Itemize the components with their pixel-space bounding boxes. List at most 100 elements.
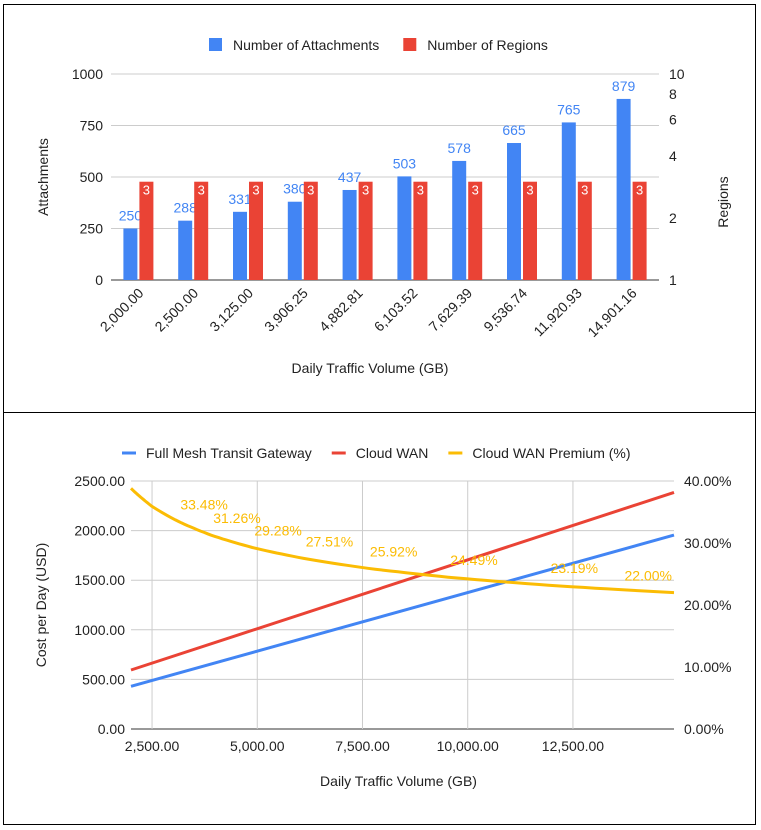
x-axis-title: Daily Traffic Volume (GB): [292, 360, 449, 376]
y-tick-label: 0: [95, 272, 103, 288]
series-line-3: [129, 487, 675, 595]
x-tick-label: 3,125.00: [206, 285, 256, 335]
data-label-regions: 3: [143, 183, 150, 198]
data-label-attachments: 437: [338, 169, 362, 185]
bar-attachments: [561, 122, 576, 280]
y-tick-label: 1500.00: [74, 572, 125, 588]
y-right-tick-label: 6: [669, 112, 677, 128]
y-tick-label: 0.00: [98, 721, 125, 737]
data-label-premium: 27.51%: [306, 533, 353, 549]
bar-regions: [577, 181, 592, 280]
bar-attachments: [342, 189, 357, 280]
x-tick-label: 9,536.74: [480, 285, 530, 335]
series-line-2: [130, 490, 675, 672]
y-right-tick-label: 4: [669, 148, 677, 164]
series-line-1: [130, 533, 675, 688]
bar-regions: [468, 181, 483, 280]
data-label-premium: 31.26%: [213, 510, 260, 526]
data-label-premium: 22.00%: [625, 568, 672, 584]
bar-attachments: [507, 143, 521, 280]
x-tick-label: 6,103.52: [371, 285, 421, 335]
x-tick-label: 4,882.81: [316, 285, 366, 335]
data-label-premium: 33.48%: [180, 496, 227, 512]
data-label-premium: 29.28%: [254, 522, 301, 538]
attachments-regions-bar-chart: Number of Attachments Number of Regions02…: [35, 37, 731, 376]
x-tick-label: 11,920.93: [530, 285, 585, 340]
cost-comparison-line-chart: Full Mesh Transit Gateway Cloud WAN Cloud …: [33, 445, 731, 789]
legend-swatch-2: [403, 38, 417, 51]
y-right-tick-label: 20.00%: [684, 597, 731, 613]
y-tick-label: 2500.00: [74, 473, 125, 489]
data-label-premium: 24.49%: [450, 552, 497, 568]
x-tick-label: 5,000.00: [230, 738, 285, 754]
y-tick-label: 1000: [72, 66, 103, 82]
data-label-premium: 23.19%: [551, 560, 598, 576]
legend-label-1: Full Mesh Transit Gateway: [146, 445, 312, 461]
cost-comparison-chart-panel: Full Mesh Transit Gateway Cloud WAN Cloud …: [3, 412, 756, 825]
x-tick-label: 10,000.00: [437, 738, 499, 754]
data-label-attachments: 578: [448, 140, 472, 156]
legend-label-2: Cloud WAN: [356, 445, 429, 461]
legend-label-3: Cloud WAN Premium (%): [472, 445, 630, 461]
data-label-regions: 3: [581, 183, 588, 198]
bar-attachments: [233, 211, 247, 280]
data-label-regions: 3: [198, 183, 205, 198]
bar-attachments: [616, 98, 631, 281]
y-tick-label: 1000.00: [74, 622, 125, 638]
x-tick-label: 7,500.00: [335, 738, 390, 754]
y-right-tick-label: 10: [669, 66, 685, 82]
data-label-regions: 3: [472, 183, 479, 198]
y-right-axis-title: Regions: [715, 176, 731, 227]
y-axis-title: Attachments: [35, 138, 51, 216]
data-label-regions: 3: [252, 183, 259, 198]
y-tick-label: 2000.00: [74, 523, 125, 539]
bar-attachments: [452, 160, 467, 280]
x-tick-label: 2,500.00: [151, 285, 201, 335]
legend-label-2: Number of Regions: [427, 37, 548, 53]
x-tick-label: 7,629.39: [425, 285, 475, 335]
y-axis-title: Cost per Day (USD): [33, 543, 49, 667]
bar-attachments: [397, 176, 412, 280]
x-tick-label: 2,500.00: [125, 738, 180, 754]
bar-attachments: [123, 228, 138, 280]
data-label-regions: 3: [362, 183, 369, 198]
bar-attachments: [287, 201, 302, 280]
data-label-attachments: 380: [283, 181, 307, 197]
bar-regions: [249, 181, 263, 280]
y-tick-label: 750: [80, 118, 104, 134]
bar-regions: [632, 181, 647, 280]
y-right-tick-label: 40.00%: [684, 473, 731, 489]
data-label-regions: 3: [636, 183, 643, 198]
x-axis-title: Daily Traffic Volume (GB): [320, 773, 477, 789]
bar-regions: [139, 181, 154, 280]
y-right-tick-label: 10.00%: [684, 659, 731, 675]
legend-swatch-1: [209, 38, 222, 51]
data-label-premium: 25.92%: [370, 543, 417, 559]
attachments-regions-chart-panel: Number of Attachments Number of Regions 0 2…: [3, 4, 756, 413]
data-label-attachments: 503: [393, 155, 417, 171]
data-label-attachments: 331: [228, 191, 252, 207]
bar-regions: [303, 181, 318, 280]
data-label-regions: 3: [417, 183, 424, 198]
y-tick-label: 500: [80, 169, 104, 185]
y-tick-label: 500.00: [82, 671, 125, 687]
data-label-regions: 3: [307, 183, 314, 198]
x-tick-label: 12,500.00: [542, 738, 604, 754]
bar-attachments: [178, 220, 193, 280]
bar-regions: [413, 181, 428, 280]
data-label-attachments: 765: [557, 101, 581, 117]
y-right-tick-label: 0.00%: [684, 721, 724, 737]
y-right-tick-label: 1: [669, 272, 677, 288]
x-tick-label: 2,000.00: [97, 285, 147, 335]
data-label-regions: 3: [526, 183, 533, 198]
bar-regions: [358, 181, 373, 280]
y-right-tick-label: 30.00%: [684, 535, 731, 551]
data-label-attachments: 288: [174, 200, 198, 216]
bar-regions: [523, 181, 537, 280]
y-tick-label: 250: [80, 221, 104, 237]
x-tick-label: 3,906.25: [261, 285, 311, 335]
bar-regions: [194, 181, 209, 280]
data-label-attachments: 665: [502, 122, 526, 138]
data-label-attachments: 250: [119, 208, 143, 224]
x-tick-label: 14,901.16: [584, 285, 640, 341]
